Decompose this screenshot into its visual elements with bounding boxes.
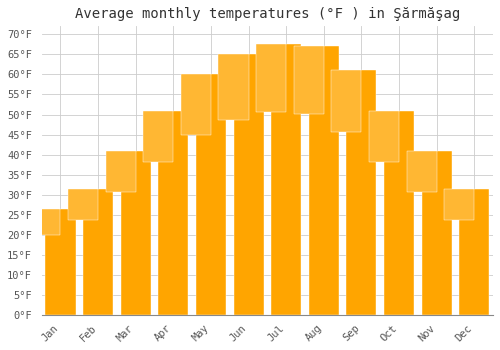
Bar [218,54,248,120]
Bar [332,70,362,132]
Bar [271,44,301,315]
Bar [459,189,490,315]
Bar [256,44,286,112]
Bar [120,150,151,315]
Title: Average monthly temperatures (°F ) in Şărmăşag: Average monthly temperatures (°F ) in Şă… [74,7,460,21]
Bar [106,150,136,192]
Bar [68,189,98,220]
Bar [30,209,60,235]
Bar [294,46,324,113]
Bar [422,150,452,315]
Bar [406,150,436,192]
Bar [384,111,414,315]
Bar [181,75,211,135]
Bar [143,111,174,162]
Bar [234,54,264,315]
Bar [158,111,188,315]
Bar [346,70,376,315]
Bar [46,209,76,315]
Bar [308,46,339,315]
Bar [369,111,399,162]
Bar [196,75,226,315]
Bar [83,189,113,315]
Bar [444,189,474,220]
